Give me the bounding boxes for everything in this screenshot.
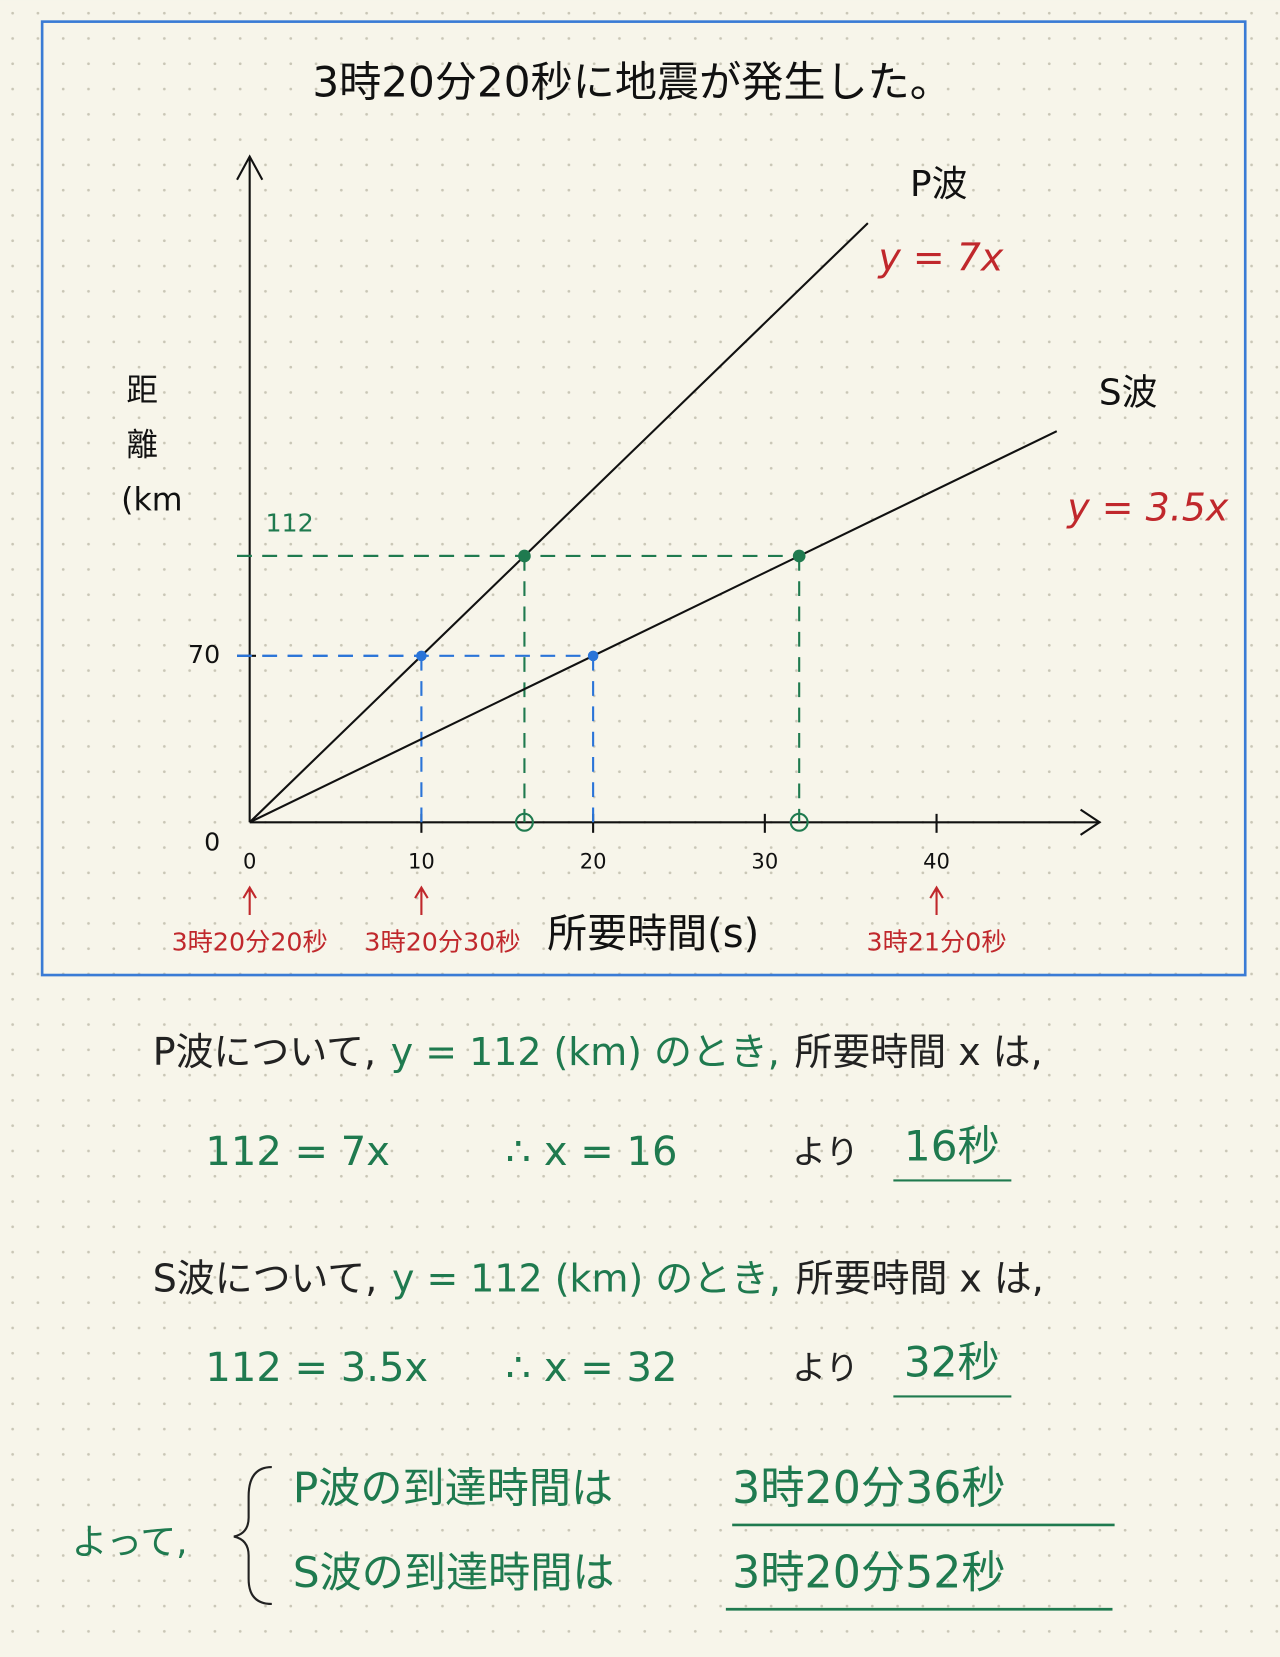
chart-frame — [40, 20, 1247, 977]
y-tick-label: 0 — [204, 827, 220, 856]
chart-title: 3時20分20秒に地震が発生した。 — [312, 57, 952, 106]
note-segment: S波について, — [153, 1256, 378, 1300]
point — [792, 549, 806, 563]
note-intro: S波について, y = 112 (km) のとき, 所要時間 x は, — [153, 1256, 1044, 1300]
note-segment: P波について, — [153, 1030, 376, 1074]
note-calc: ∴ x = 32 — [506, 1345, 678, 1391]
conclusion-lead: よって, — [72, 1522, 188, 1563]
note-segment: y = 112 (km) のとき, — [391, 1030, 780, 1074]
conclusion-label: S波の到達時間は — [293, 1548, 615, 1597]
marked-tick-label: 112 — [265, 508, 313, 537]
time-label: 3時21分0秒 — [867, 927, 1007, 956]
y-axis-label: 距離(km) — [121, 372, 184, 519]
y-tick-label: 70 — [188, 640, 220, 669]
series-line — [249, 430, 1058, 824]
time-arrow — [242, 885, 257, 915]
x-axis-arrow — [1079, 808, 1102, 836]
x-tick-label: 10 — [408, 848, 435, 873]
series-equation: y = 7x — [877, 235, 1003, 279]
time-label: 3時20分30秒 — [364, 927, 520, 956]
x-tick-label: 20 — [580, 848, 607, 873]
series-equation: y = 3.5x — [1066, 486, 1229, 530]
axis-marker — [789, 812, 809, 832]
series-name: S波 — [1099, 372, 1158, 413]
point — [587, 650, 599, 662]
note-segment: 所要時間 x は, — [795, 1030, 1043, 1074]
conclusion-label: P波の到達時間は — [293, 1464, 613, 1513]
time-arrow — [414, 885, 429, 915]
note-segment: y = 112 (km) のとき, — [392, 1256, 781, 1300]
time-label: 3時20分20秒 — [172, 927, 328, 956]
y-label-box: 距離(km) — [121, 372, 184, 519]
axis-marker — [514, 812, 534, 832]
note-calc: ∴ x = 16 — [506, 1129, 678, 1175]
conclusion-answer: 3時20分52秒 — [732, 1548, 1005, 1599]
x-tick-label: 40 — [923, 848, 950, 873]
point — [416, 650, 427, 662]
note-calc: 112 = 3.5x — [205, 1345, 428, 1391]
note-answer: 32秒 — [904, 1337, 1000, 1386]
note-intro: P波について, y = 112 (km) のとき, 所要時間 x は, — [153, 1030, 1043, 1074]
point — [518, 549, 531, 563]
y-axis-arrow — [236, 154, 264, 181]
note-calc: 112 = 7x — [205, 1129, 390, 1175]
conclusion-answer: 3時20分36秒 — [732, 1463, 1005, 1514]
note-segment: 所要時間 x は, — [796, 1256, 1044, 1300]
note-since: より — [792, 1133, 859, 1172]
x-tick-label: 30 — [751, 848, 778, 873]
x-axis-label: 所要時間(s) — [547, 911, 759, 957]
note-since: より — [792, 1349, 859, 1388]
time-arrow — [929, 885, 944, 915]
series-name: P波 — [910, 164, 967, 205]
brace — [233, 1465, 272, 1606]
x-tick-label: 0 — [243, 848, 256, 873]
series-line — [248, 222, 869, 824]
note-answer: 16秒 — [904, 1121, 1000, 1170]
